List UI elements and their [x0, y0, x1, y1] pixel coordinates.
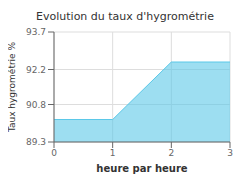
svg-text:2: 2	[168, 148, 174, 158]
svg-text:89.3: 89.3	[26, 137, 46, 147]
svg-text:3: 3	[227, 148, 233, 158]
svg-text:1: 1	[110, 148, 116, 158]
svg-text:0: 0	[51, 148, 57, 158]
svg-text:93.7: 93.7	[26, 27, 46, 37]
html-text:Evolution du taux d'hygrométri: Evolution du taux d'hygrométrie	[36, 10, 214, 23]
svg-text:heure par heure: heure par heure	[96, 163, 187, 174]
svg-text:Taux hygrométrie %: Taux hygrométrie %	[8, 41, 17, 133]
svg-text:90.8: 90.8	[26, 100, 46, 110]
svg-text:92.2: 92.2	[26, 65, 46, 75]
